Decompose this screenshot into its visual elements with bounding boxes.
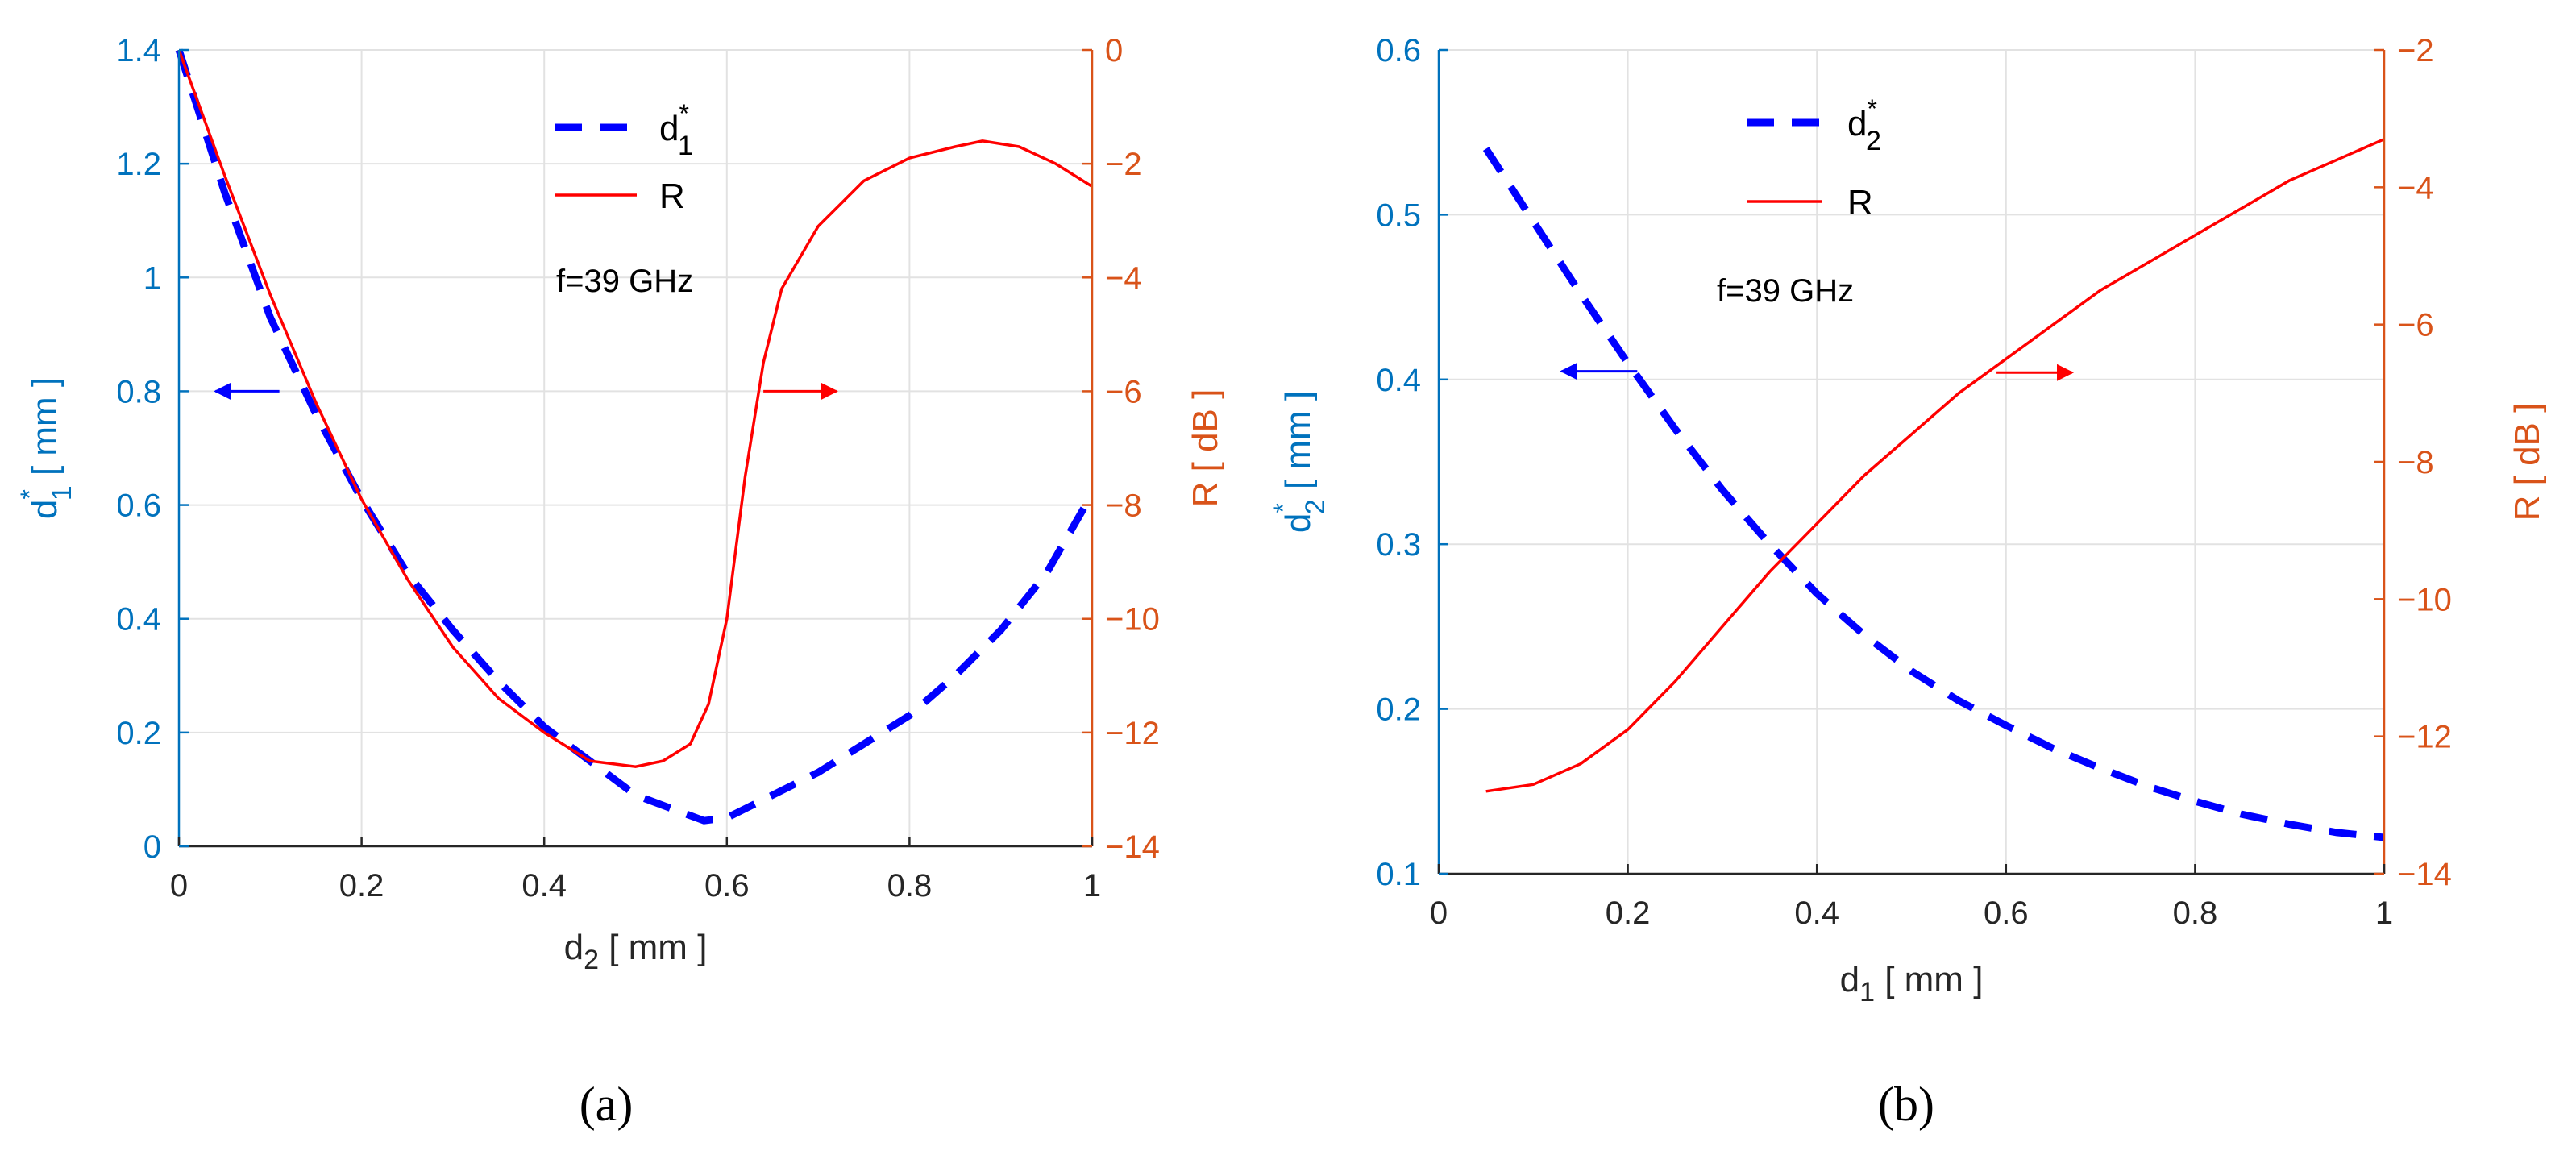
legend-label-a-r: R [659, 177, 685, 216]
series-line-a-dstar [175, 48, 1095, 825]
y-right-tick-label-a-2: −10 [1105, 602, 1160, 638]
y-right-tick-label-b-3: −8 [2397, 445, 2434, 480]
y-left-tick-label-b-0: 0.1 [1376, 857, 1421, 892]
x-axis-label-a: d2 [ mm ] [564, 928, 708, 975]
chart-panel-a: 0 0.2 0.4 0.6 0.8 1 0 0.2 0.4 0.6 0.8 1 1.2 1.4 −14 −12… [15, 33, 1225, 1131]
y-left-tick-label-a-2: 0.4 [116, 602, 161, 638]
y-left-tick-label-a-1: 0.2 [116, 716, 161, 751]
x-tick-label-b-4: 0.8 [2173, 895, 2218, 931]
y-left-tick-label-b-5: 0.6 [1376, 33, 1421, 69]
y-left-tick-label-b-3: 0.4 [1376, 363, 1421, 398]
x-tick-label-b-1: 0.2 [1606, 895, 1651, 931]
y-right-axis-label-b: R [ dB ] [2507, 403, 2547, 521]
x-tick-label-b-0: 0 [1430, 895, 1448, 931]
x-tick-label-a-4: 0.8 [887, 868, 933, 904]
panel-label-b: (b) [1878, 1078, 1934, 1131]
y-right-tick-label-a-4: −6 [1105, 374, 1142, 409]
y-left-axis-label-b: d*2 [ mm ] [1269, 391, 1331, 533]
y-right-tick-label-a-0: −14 [1105, 829, 1160, 865]
legend-label-a-dstar: d* 1 [659, 99, 693, 161]
y-left-tick-label-b-1: 0.2 [1376, 692, 1421, 728]
y-right-tick-label-b-0: −14 [2397, 857, 2452, 892]
y-right-tick-label-b-5: −4 [2397, 170, 2434, 206]
x-tick-label-a-0: 0 [170, 868, 188, 904]
y-left-tick-label-a-5: 1 [143, 260, 161, 296]
y-right-tick-label-a-6: −2 [1105, 147, 1142, 182]
x-tick-label-b-2: 0.4 [1794, 895, 1839, 931]
y-right-tick-label-a-5: −4 [1105, 260, 1142, 296]
x-tick-label-b-3: 0.6 [1984, 895, 2029, 931]
series-line-b-r [1485, 138, 2385, 793]
y-left-tick-label-a-3: 0.6 [116, 488, 161, 524]
panel-label-a: (a) [580, 1078, 634, 1131]
y-left-tick-label-b-2: 0.3 [1376, 527, 1421, 563]
series-line-a-r [177, 49, 1093, 768]
x-tick-label-b-5: 1 [2375, 895, 2393, 931]
y-left-tick-label-a-7: 1.4 [116, 33, 161, 69]
legend-label-b-r: R [1847, 183, 1873, 222]
chart-panel-b: 0 0.2 0.4 0.6 0.8 1 0.1 0.2 0.3 0.4 0.5 0.6 −14 −12 −1… [1269, 33, 2547, 1131]
y-left-tick-label-a-4: 0.8 [116, 374, 161, 409]
x-tick-label-a-1: 0.2 [339, 868, 384, 904]
x-tick-label-a-3: 0.6 [704, 868, 750, 904]
y-left-tick-label-a-6: 1.2 [116, 147, 161, 182]
y-right-tick-label-b-4: −6 [2397, 308, 2434, 343]
y-right-tick-label-b-2: −10 [2397, 582, 2452, 617]
y-right-tick-label-b-6: −2 [2397, 33, 2434, 69]
frequency-annotation-a: f=39 GHz [556, 264, 693, 299]
y-right-tick-label-a-7: 0 [1105, 33, 1123, 69]
y-left-axis-label-a: d*1 [ mm ] [15, 377, 77, 519]
x-tick-label-a-2: 0.4 [521, 868, 567, 904]
frequency-annotation-b: f=39 GHz [1717, 273, 1854, 309]
y-right-tick-label-a-3: −8 [1105, 488, 1142, 524]
y-right-tick-label-b-1: −12 [2397, 720, 2452, 755]
y-left-tick-label-b-4: 0.5 [1376, 197, 1421, 233]
x-axis-label-b: d1 [ mm ] [1840, 960, 1984, 1008]
legend-label-b-dstar: d* 2 [1847, 94, 1881, 156]
y-right-tick-label-a-1: −12 [1105, 716, 1160, 751]
y-right-axis-label-a: R [ dB ] [1186, 389, 1225, 508]
y-left-tick-label-a-0: 0 [143, 829, 161, 865]
x-tick-label-a-5: 1 [1083, 868, 1101, 904]
